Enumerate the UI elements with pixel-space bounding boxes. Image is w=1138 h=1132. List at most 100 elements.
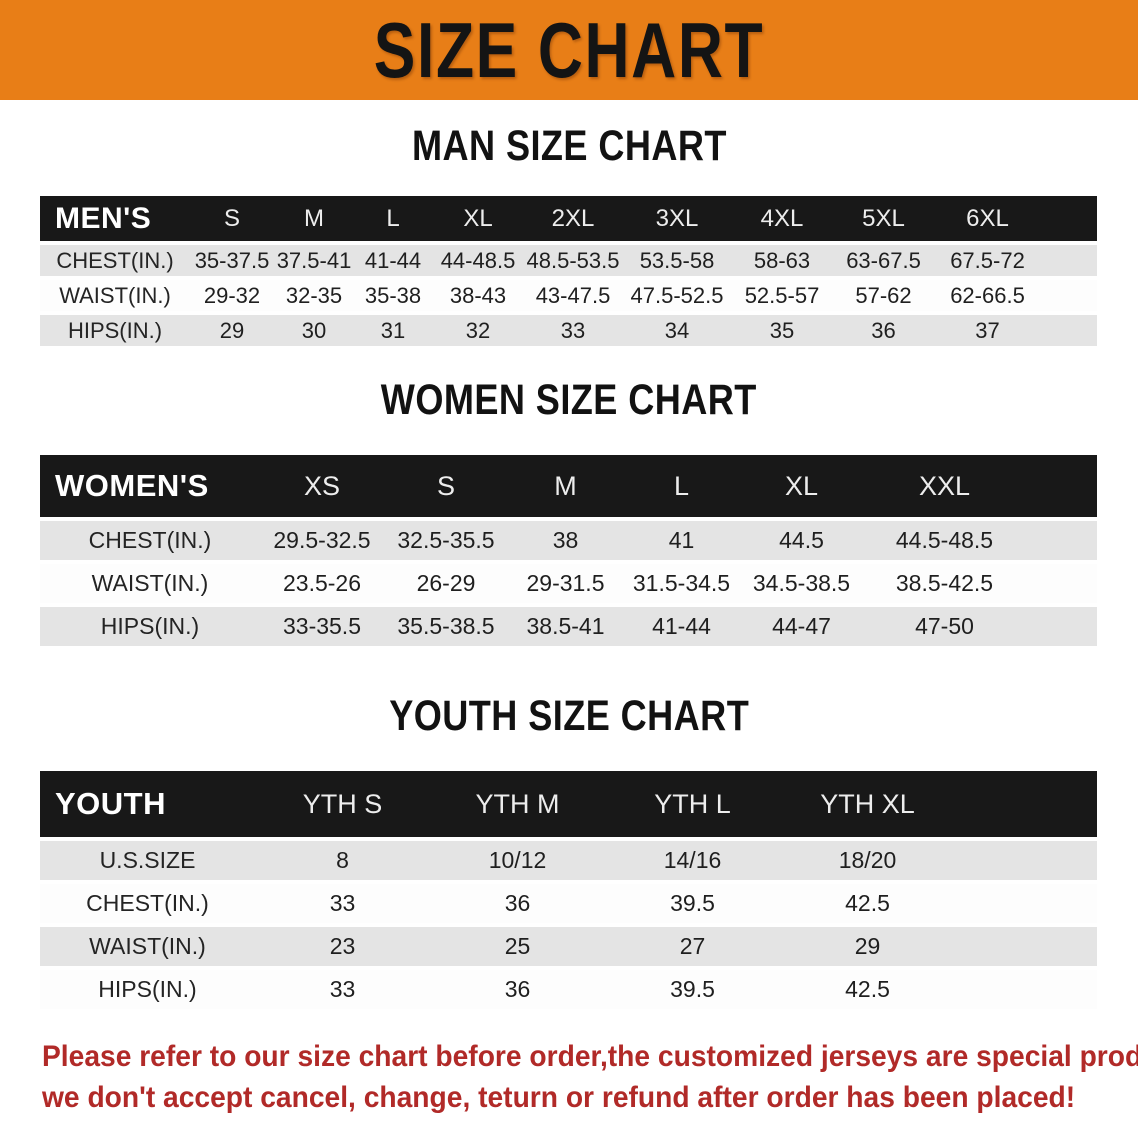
table-corner-label: MEN'S [40, 196, 190, 241]
size-value-cell: 35 [732, 311, 832, 346]
spacer-cell [1026, 517, 1097, 560]
size-value-cell: 44-47 [740, 603, 863, 646]
size-table-header-row: MEN'S S M L XL 2XL 3XL 4XL 5XL 6XL [40, 196, 1097, 241]
size-column-header: 3XL [622, 196, 732, 241]
women-size-table: WOMEN'S XS S M L XL XXL CHEST(IN.) 29.5-32.5 32.5… [40, 455, 1097, 646]
size-value-cell: 14/16 [605, 837, 780, 880]
size-value-cell: 37.5-41 [274, 241, 354, 276]
size-value-cell: 10/12 [430, 837, 605, 880]
measurement-row: HIPS(IN.) 33 36 39.5 42.5 [40, 966, 1097, 1009]
size-value-cell: 18/20 [780, 837, 955, 880]
size-value-cell: 47-50 [863, 603, 1026, 646]
spacer-cell [955, 771, 1097, 837]
size-value-cell: 29 [190, 311, 274, 346]
size-value-cell: 42.5 [780, 880, 955, 923]
size-value-cell: 32.5-35.5 [384, 517, 508, 560]
size-value-cell: 29-32 [190, 276, 274, 311]
row-label: CHEST(IN.) [40, 241, 190, 276]
size-column-header: L [623, 455, 740, 517]
size-value-cell: 62-66.5 [935, 276, 1040, 311]
measurement-row: CHEST(IN.) 33 36 39.5 42.5 [40, 880, 1097, 923]
size-value-cell: 27 [605, 923, 780, 966]
size-value-cell: 41 [623, 517, 740, 560]
youth-section-title-text: YOUTH SIZE CHART [389, 692, 749, 740]
row-label: WAIST(IN.) [40, 560, 260, 603]
women-section-title-text: WOMEN SIZE CHART [381, 376, 757, 424]
size-value-cell: 29.5-32.5 [260, 517, 384, 560]
size-column-header: YTH S [255, 771, 430, 837]
size-column-header: 2XL [524, 196, 622, 241]
size-value-cell: 63-67.5 [832, 241, 935, 276]
size-value-cell: 29-31.5 [508, 560, 623, 603]
size-column-header: XL [432, 196, 524, 241]
size-value-cell: 35.5-38.5 [384, 603, 508, 646]
spacer-cell [1040, 311, 1097, 346]
size-table-header-row: WOMEN'S XS S M L XL XXL [40, 455, 1097, 517]
spacer-cell [955, 880, 1097, 923]
row-label: U.S.SIZE [40, 837, 255, 880]
size-value-cell: 38.5-42.5 [863, 560, 1026, 603]
size-value-cell: 33 [524, 311, 622, 346]
size-column-header: 5XL [832, 196, 935, 241]
row-label: WAIST(IN.) [40, 923, 255, 966]
size-value-cell: 38 [508, 517, 623, 560]
table-corner-label: WOMEN'S [40, 455, 260, 517]
size-value-cell: 43-47.5 [524, 276, 622, 311]
measurement-row: WAIST(IN.) 23.5-26 26-29 29-31.5 31.5-34.5 34… [40, 560, 1097, 603]
banner-title: SIZE CHART [373, 5, 765, 94]
size-value-cell: 30 [274, 311, 354, 346]
size-column-header: XS [260, 455, 384, 517]
row-label: HIPS(IN.) [40, 311, 190, 346]
size-value-cell: 44.5 [740, 517, 863, 560]
measurement-row: HIPS(IN.) 29 30 31 32 33 34 35 36 37 [40, 311, 1097, 346]
size-value-cell: 36 [430, 966, 605, 1009]
row-label: WAIST(IN.) [40, 276, 190, 311]
measurement-row: U.S.SIZE 8 10/12 14/16 18/20 [40, 837, 1097, 880]
size-value-cell: 52.5-57 [732, 276, 832, 311]
size-column-header: M [274, 196, 354, 241]
size-value-cell: 31 [354, 311, 432, 346]
size-value-cell: 33 [255, 880, 430, 923]
youth-section-title: YOUTH SIZE CHART [0, 692, 1138, 741]
size-value-cell: 36 [832, 311, 935, 346]
size-value-cell: 37 [935, 311, 1040, 346]
spacer-cell [1026, 455, 1097, 517]
size-value-cell: 39.5 [605, 880, 780, 923]
spacer-cell [1026, 603, 1097, 646]
disclaimer-line-2: we don't accept cancel, change, teturn o… [42, 1081, 1076, 1114]
size-value-cell: 44.5-48.5 [863, 517, 1026, 560]
size-value-cell: 35-38 [354, 276, 432, 311]
size-value-cell: 35-37.5 [190, 241, 274, 276]
row-label: CHEST(IN.) [40, 880, 255, 923]
size-value-cell: 38-43 [432, 276, 524, 311]
size-value-cell: 53.5-58 [622, 241, 732, 276]
size-value-cell: 32-35 [274, 276, 354, 311]
size-value-cell: 38.5-41 [508, 603, 623, 646]
size-column-header: 6XL [935, 196, 1040, 241]
measurement-row: CHEST(IN.) 29.5-32.5 32.5-35.5 38 41 44.5 44.5… [40, 517, 1097, 560]
size-column-header: XXL [863, 455, 1026, 517]
size-value-cell: 41-44 [623, 603, 740, 646]
size-value-cell: 36 [430, 880, 605, 923]
row-label: HIPS(IN.) [40, 603, 260, 646]
spacer-cell [1040, 241, 1097, 276]
size-column-header: L [354, 196, 432, 241]
size-chart-banner: SIZE CHART [0, 0, 1138, 100]
size-column-header: S [190, 196, 274, 241]
size-column-header: M [508, 455, 623, 517]
spacer-cell [955, 966, 1097, 1009]
size-value-cell: 34 [622, 311, 732, 346]
size-value-cell: 48.5-53.5 [524, 241, 622, 276]
youth-size-table: YOUTH YTH S YTH M YTH L YTH XL U.S.SIZE 8 10/12… [40, 771, 1097, 1009]
row-label: CHEST(IN.) [40, 517, 260, 560]
size-column-header: XL [740, 455, 863, 517]
size-value-cell: 29 [780, 923, 955, 966]
size-value-cell: 57-62 [832, 276, 935, 311]
size-column-header: YTH M [430, 771, 605, 837]
size-column-header: YTH XL [780, 771, 955, 837]
measurement-row: HIPS(IN.) 33-35.5 35.5-38.5 38.5-41 41-44 44-… [40, 603, 1097, 646]
size-value-cell: 34.5-38.5 [740, 560, 863, 603]
men-size-table: MEN'S S M L XL 2XL 3XL 4XL 5XL 6XL CHEST(IN.) 35-37… [40, 196, 1097, 346]
measurement-row: CHEST(IN.) 35-37.5 37.5-41 41-44 44-48.5 48.5… [40, 241, 1097, 276]
